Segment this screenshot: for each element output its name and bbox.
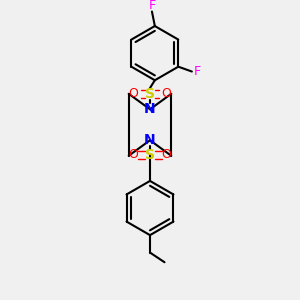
Text: F: F [194,65,201,78]
Text: O: O [129,87,139,100]
Text: N: N [144,102,156,116]
Text: O: O [161,87,171,100]
Text: S: S [145,148,155,162]
Text: O: O [161,148,171,161]
Text: F: F [148,0,155,12]
Text: N: N [144,133,156,147]
Text: O: O [129,148,139,161]
Text: S: S [145,87,155,101]
